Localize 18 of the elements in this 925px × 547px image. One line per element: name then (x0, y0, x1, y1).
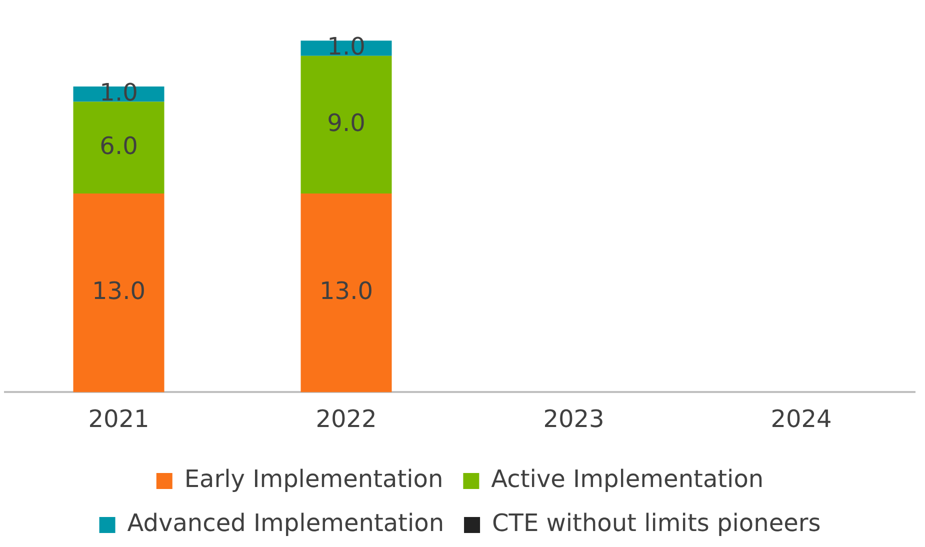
legend-label: Early Implementation (184, 465, 444, 494)
data-label: 1.0 (327, 32, 366, 60)
legend-label: Advanced Implementation (127, 509, 444, 538)
bar (300, 193, 392, 392)
data-label: 13.0 (320, 277, 373, 306)
data-label: 13.0 (92, 277, 146, 306)
legend-label: Active Implementation (491, 465, 764, 494)
bar (300, 56, 392, 194)
x-tick-label: 2021 (88, 404, 150, 433)
bar (73, 193, 164, 392)
x-tick-label: 2022 (316, 404, 377, 433)
legend-label: CTE without limits pioneers (492, 509, 821, 538)
data-label: 6.0 (100, 132, 138, 160)
data-label: 1.0 (100, 78, 138, 106)
bar (73, 102, 164, 194)
data-label: 9.0 (327, 108, 366, 137)
x-tick-label: 2023 (543, 404, 604, 433)
x-tick-label: 2024 (770, 404, 832, 433)
